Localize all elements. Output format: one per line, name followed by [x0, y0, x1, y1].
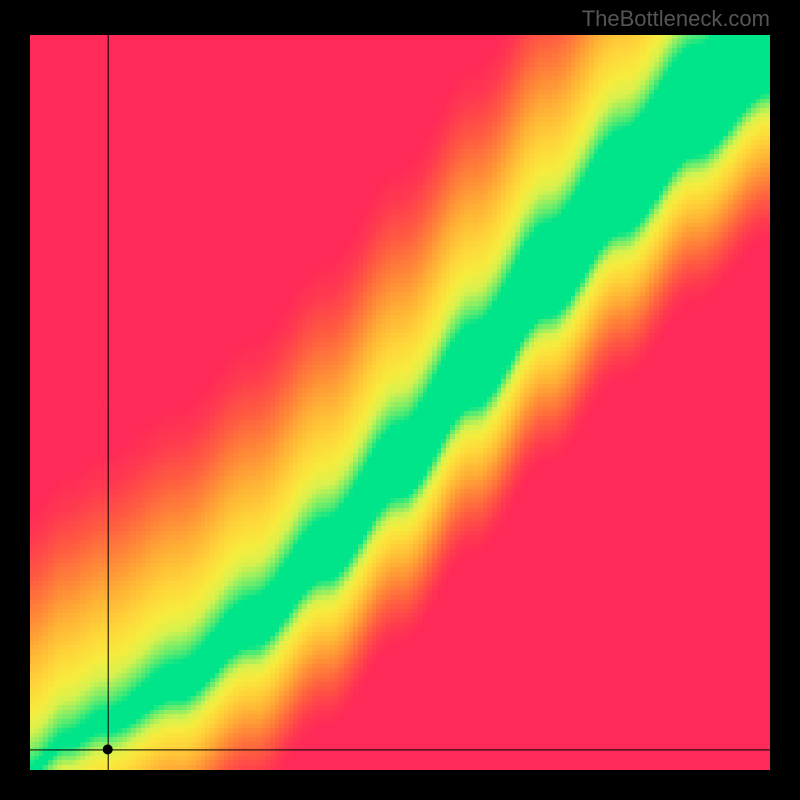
heatmap-canvas: [30, 35, 770, 770]
chart-container: TheBottleneck.com: [0, 0, 800, 800]
source-watermark: TheBottleneck.com: [582, 6, 770, 32]
heatmap-plot-area: [30, 35, 770, 770]
